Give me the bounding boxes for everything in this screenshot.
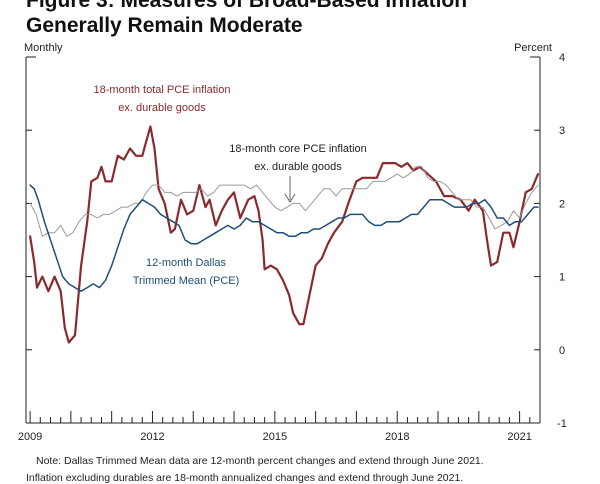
y-tick-label: 4 xyxy=(559,52,565,64)
y-tick-label: -1 xyxy=(557,418,567,430)
core-pce-label-line-1: 18-month core PCE inflation xyxy=(229,143,367,155)
y-tick-label: 2 xyxy=(559,198,565,210)
line-chart: -1 0 1 2 3 4 Monthly Percent 2009 2012 2015 2018 202… xyxy=(18,42,567,443)
x-tick-label: 2009 xyxy=(18,431,42,443)
left-axis-label: Monthly xyxy=(24,42,63,54)
right-axis-label: Percent xyxy=(514,42,552,54)
core-pce-pointer-arrowhead xyxy=(284,193,296,203)
dallas-label-line-2: Trimmed Mean (PCE) xyxy=(133,275,240,287)
chart-title-line-2: Generally Remain Moderate xyxy=(26,14,303,37)
core-pce-label-line-2: ex. durable goods xyxy=(254,161,342,173)
total-pce-label-line-1: 18-month total PCE inflation xyxy=(94,84,231,96)
chart-note-line-1: Note: Dallas Trimmed Mean data are 12-mo… xyxy=(36,455,484,467)
chart-labels: 18-month total PCE inflation ex. durable … xyxy=(94,84,367,287)
x-tick-label: 2015 xyxy=(263,431,287,443)
chart-series xyxy=(29,125,540,344)
dallas-label-line-1: 12-month Dallas xyxy=(146,257,227,269)
total-pce-ex-durables-line xyxy=(29,125,540,344)
core-pce-ex-durables-line xyxy=(29,166,539,237)
y-tick-label: 0 xyxy=(559,345,565,357)
x-tick-label: 2021 xyxy=(507,431,531,443)
chart-note-line-2: Inflation excluding durables are 18-mont… xyxy=(26,472,464,484)
total-pce-label-line-2: ex. durable goods xyxy=(118,102,206,114)
y-tick-label: 3 xyxy=(559,125,565,137)
x-tick-label: 2012 xyxy=(140,431,164,443)
y-tick-label: 1 xyxy=(559,272,565,284)
chart-title-line-1: Figure 3: Measures of Broad-Based Inflat… xyxy=(26,0,468,12)
chart-axes: -1 0 1 2 3 4 Monthly Percent 2009 2012 2015 2018 202… xyxy=(18,42,567,443)
x-tick-label: 2018 xyxy=(385,431,409,443)
dallas-trimmed-mean-line xyxy=(29,184,539,292)
